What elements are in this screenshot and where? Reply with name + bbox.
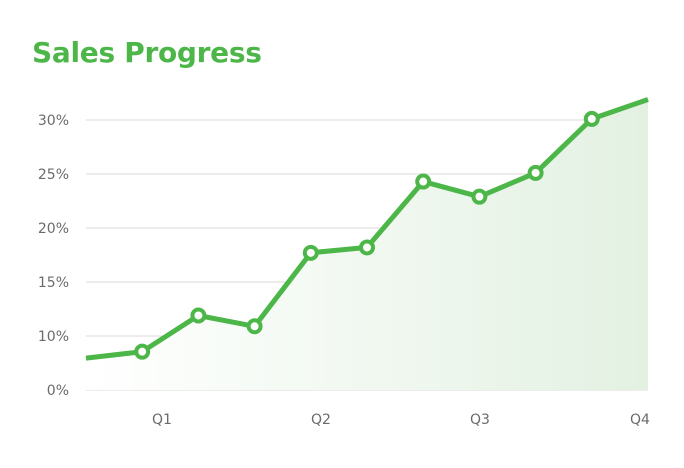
y-tick-label: 15% <box>38 275 69 291</box>
data-point <box>527 164 544 181</box>
y-tick-label: 10% <box>38 329 69 345</box>
x-tick-label: Q1 <box>152 412 172 428</box>
y-tick-label: 25% <box>38 167 69 183</box>
data-point <box>415 173 432 190</box>
y-axis-labels: 0% 10% 15% 20% 25% 30% <box>38 113 69 399</box>
x-tick-label: Q3 <box>470 412 490 428</box>
data-point <box>583 110 600 127</box>
data-point <box>302 244 319 261</box>
x-axis-labels: Q1 Q2 Q3 Q4 <box>152 412 650 428</box>
data-point <box>190 307 207 324</box>
data-point-markers <box>134 110 600 360</box>
data-point <box>471 188 488 205</box>
area-fill <box>86 99 648 390</box>
chart-title: Sales Progress <box>32 36 262 69</box>
x-tick-label: Q4 <box>630 412 650 428</box>
x-tick-label: Q2 <box>311 412 331 428</box>
y-tick-label: 0% <box>47 383 69 399</box>
y-tick-label: 20% <box>38 221 69 237</box>
data-point <box>246 318 263 335</box>
data-point <box>134 343 151 360</box>
data-point <box>359 239 375 256</box>
y-tick-label: 30% <box>38 113 69 129</box>
